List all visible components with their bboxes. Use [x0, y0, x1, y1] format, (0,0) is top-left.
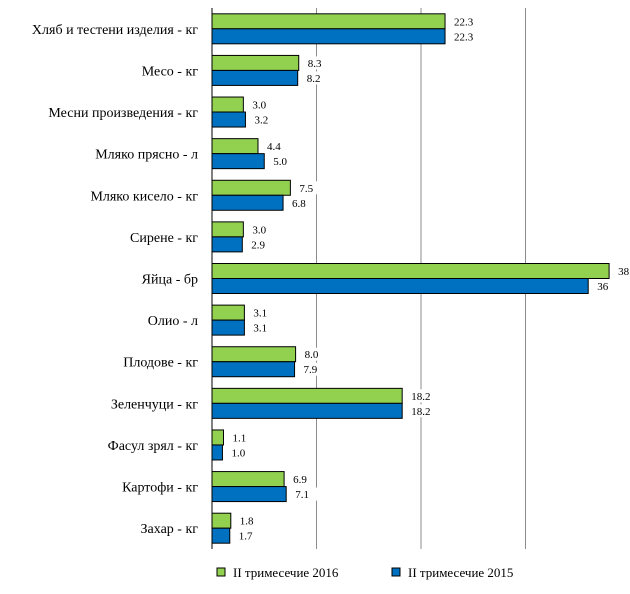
data-label-bg — [291, 487, 318, 501]
bar-series-2015 — [211, 402, 403, 419]
data-label-bg — [248, 98, 275, 112]
bar-series-2016 — [211, 179, 291, 196]
legend-label: II тримесечие 2016 — [233, 565, 339, 580]
category-label: Мляко прясно - л — [95, 148, 198, 163]
data-label-bg — [593, 279, 614, 293]
data-label-bg — [247, 237, 274, 251]
data-label-bg — [302, 71, 330, 85]
category-label: Плодове - кг — [123, 356, 198, 371]
bar-series-2015 — [211, 236, 243, 253]
data-label-bg — [288, 196, 315, 210]
category-label: Фасул зрял - кг — [108, 439, 199, 454]
bar-series-2016 — [211, 512, 232, 529]
data-label: 36 — [597, 281, 609, 293]
data-label: 22.3 — [454, 16, 474, 28]
data-label: 6.8 — [292, 198, 306, 210]
bar-series-2016 — [211, 13, 446, 30]
data-label: 3.1 — [253, 323, 267, 335]
data-label-bg — [300, 347, 328, 361]
bar-series-2015 — [211, 319, 245, 336]
category-label: Месо - кг — [142, 64, 199, 79]
data-label-bg — [295, 181, 322, 195]
category-label: Зеленчуци - кг — [111, 397, 198, 412]
data-label-bg — [450, 29, 483, 43]
bar-series-2016 — [211, 471, 285, 488]
data-label-bg — [249, 306, 276, 320]
data-label: 7.5 — [299, 183, 313, 195]
data-label: 1.0 — [231, 447, 245, 459]
data-label-bg — [407, 404, 440, 418]
data-label-bg — [227, 445, 255, 459]
data-label: 6.9 — [293, 474, 307, 486]
bar-series-2015 — [211, 69, 299, 86]
bar-series-2016 — [211, 221, 244, 238]
legend-label: II тримесечие 2015 — [408, 565, 513, 580]
data-label: 7.9 — [304, 364, 318, 376]
category-label: Хляб и тестени изделия - кг — [32, 23, 198, 38]
data-label-bg — [614, 264, 630, 278]
data-label-bg — [299, 362, 327, 376]
bar-series-2016 — [211, 304, 245, 321]
data-label-bg — [262, 139, 290, 153]
data-label: 1.7 — [239, 531, 253, 543]
category-label: Олио - л — [148, 314, 198, 329]
bar-series-2015 — [211, 111, 246, 128]
label-layer: 22.3 22.3 Хляб и тестени изделия - кг 8.3 8.… — [32, 14, 630, 543]
category-label: Сирене - кг — [130, 231, 198, 246]
data-label-bg — [228, 430, 256, 444]
data-label: 8.3 — [308, 58, 322, 70]
data-label: 3.0 — [252, 224, 266, 236]
data-label: 2.9 — [251, 239, 265, 251]
bar-series-2015 — [211, 444, 223, 461]
bar-series-2016 — [211, 138, 259, 155]
data-label: 7.1 — [295, 489, 309, 501]
bar-series-2016 — [211, 96, 244, 113]
bar-series-2016 — [211, 54, 300, 71]
legend-swatch — [391, 567, 401, 577]
data-label-bg — [450, 14, 483, 28]
data-label: 8.0 — [305, 349, 319, 361]
bar-series-2015 — [211, 361, 296, 378]
data-label: 18.2 — [411, 406, 430, 418]
bar-series-2015 — [211, 278, 589, 294]
data-label-bg — [407, 389, 440, 403]
data-label: 3.2 — [254, 115, 268, 127]
category-label: Захар - кг — [141, 522, 199, 537]
data-label-bg — [248, 222, 275, 236]
bar-series-2016 — [211, 346, 297, 363]
data-label: 38 — [618, 266, 630, 278]
data-label: 4.4 — [267, 141, 281, 153]
category-label: Месни произведения - кг — [48, 106, 198, 121]
category-label: Яйца - бр — [142, 273, 198, 288]
bar-series-2016 — [211, 387, 403, 404]
data-label: 5.0 — [273, 156, 287, 168]
data-label: 3.1 — [253, 308, 267, 320]
data-label-bg — [235, 514, 263, 528]
bars-layer — [211, 13, 610, 544]
bar-series-2015 — [211, 153, 265, 170]
bar-series-2015 — [211, 486, 287, 503]
legend: II тримесечие 2016 II тримесечие 2015 — [216, 565, 513, 580]
data-label-bg — [303, 56, 331, 70]
bar-series-2015 — [211, 194, 284, 211]
bar-series-2015 — [211, 527, 231, 544]
category-label: Картофи - кг — [122, 481, 198, 496]
data-label: 3.0 — [252, 100, 266, 112]
bar-series-2016 — [211, 263, 610, 279]
data-label-bg — [234, 529, 262, 543]
bar-series-2016 — [211, 429, 224, 446]
data-label: 8.2 — [307, 73, 321, 85]
data-label-bg — [249, 321, 276, 335]
category-label: Мляко кисело - кг — [90, 189, 198, 204]
data-label: 22.3 — [454, 31, 474, 43]
data-label-bg — [289, 472, 316, 486]
data-label-bg — [269, 154, 296, 168]
bar-series-2015 — [211, 28, 446, 45]
data-label: 18.2 — [411, 391, 430, 403]
legend-swatch — [216, 567, 226, 577]
data-label: 1.1 — [232, 432, 246, 444]
data-label-bg — [250, 113, 278, 127]
data-label: 1.8 — [240, 516, 254, 528]
